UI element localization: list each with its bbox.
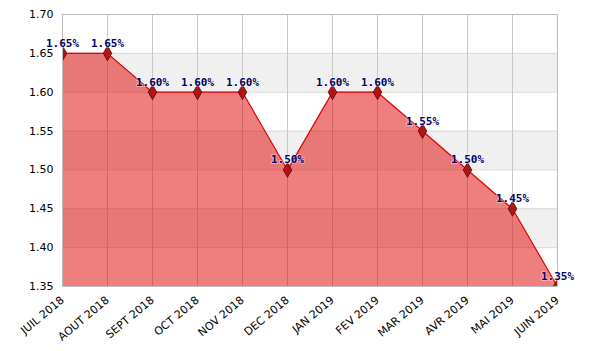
svg-text:AOUT 2018: AOUT 2018: [56, 294, 112, 344]
svg-text:1.35: 1.35: [29, 280, 54, 293]
svg-text:MAI 2019: MAI 2019: [469, 294, 517, 337]
svg-text:1.60: 1.60: [29, 86, 54, 99]
svg-text:JUIN 2019: JUIN 2019: [511, 294, 562, 339]
svg-text:1.45%: 1.45%: [496, 192, 529, 205]
svg-text:1.40: 1.40: [29, 241, 54, 254]
svg-text:1.65%: 1.65%: [46, 37, 79, 50]
svg-text:1.50%: 1.50%: [271, 153, 304, 166]
svg-text:SEPT 2018: SEPT 2018: [103, 294, 156, 342]
svg-text:1.60%: 1.60%: [136, 76, 169, 89]
svg-text:1.65: 1.65: [29, 46, 54, 60]
svg-text:AVR 2019: AVR 2019: [422, 294, 471, 338]
svg-text:1.35%: 1.35%: [541, 270, 574, 283]
svg-text:1.55%: 1.55%: [406, 115, 439, 128]
svg-text:DEC 2018: DEC 2018: [242, 294, 292, 339]
svg-text:MAR 2019: MAR 2019: [375, 294, 426, 340]
svg-text:JAN 2019: JAN 2019: [289, 294, 337, 337]
svg-text:JUIL 2018: JUIL 2018: [18, 293, 67, 338]
svg-text:1.70: 1.70: [29, 8, 54, 21]
svg-text:1.60%: 1.60%: [361, 76, 394, 89]
svg-text:1.60%: 1.60%: [316, 76, 349, 89]
svg-text:FEV 2019: FEV 2019: [333, 294, 381, 338]
svg-text:1.60%: 1.60%: [226, 76, 259, 89]
svg-text:1.60%: 1.60%: [181, 76, 214, 89]
svg-text:1.45: 1.45: [29, 202, 54, 215]
svg-text:1.50%: 1.50%: [451, 153, 484, 166]
svg-text:1.50: 1.50: [29, 163, 54, 176]
svg-text:1.55: 1.55: [29, 125, 54, 138]
svg-text:NOV 2018: NOV 2018: [196, 294, 247, 340]
svg-text:1.65%: 1.65%: [91, 37, 124, 50]
svg-text:OCT 2018: OCT 2018: [152, 294, 202, 339]
